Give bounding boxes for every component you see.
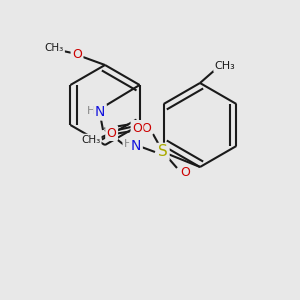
Text: N: N (131, 139, 141, 153)
Text: S: S (158, 145, 168, 160)
Text: CH₃: CH₃ (214, 61, 236, 71)
Text: O: O (107, 127, 117, 140)
Text: O: O (180, 167, 190, 179)
Text: CH₃: CH₃ (81, 135, 100, 145)
Text: O: O (132, 122, 142, 134)
Text: H: H (124, 139, 132, 149)
Text: N: N (95, 105, 105, 119)
Text: O: O (72, 47, 82, 61)
Text: H: H (87, 106, 95, 116)
Text: O: O (141, 122, 151, 136)
Text: CH₃: CH₃ (44, 43, 64, 53)
